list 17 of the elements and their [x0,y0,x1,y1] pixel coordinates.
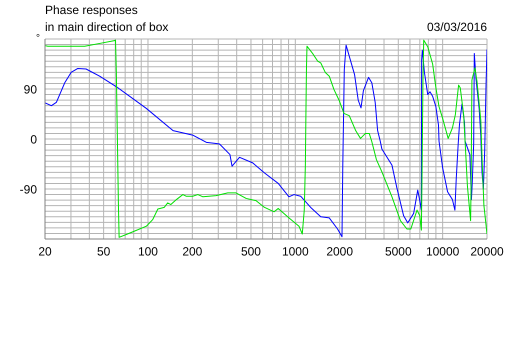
y-axis-title: ° [36,33,40,44]
x-tick-label: 200 [182,244,203,259]
x-tick-label: 500 [240,244,262,259]
x-tick-label: 5000 [384,244,412,259]
x-tick-label: 20000 [470,244,504,259]
x-tick-label: 100 [138,244,158,259]
y-tick-label: 0 [30,132,38,146]
x-tick-label: 2000 [326,244,354,259]
x-tick-label: 10000 [426,244,460,259]
chart-title: Phase responses [45,3,138,17]
x-tick-label: 1000 [282,244,309,259]
y-tick-label: 90 [24,82,38,96]
chart-subtitle: in main direction of box [45,20,168,34]
text: 03/03/2016 [426,20,487,34]
x-tick-label: 50 [96,244,111,259]
x-tick-label: 20 [38,244,52,259]
y-tick-label: -90 [20,182,38,196]
